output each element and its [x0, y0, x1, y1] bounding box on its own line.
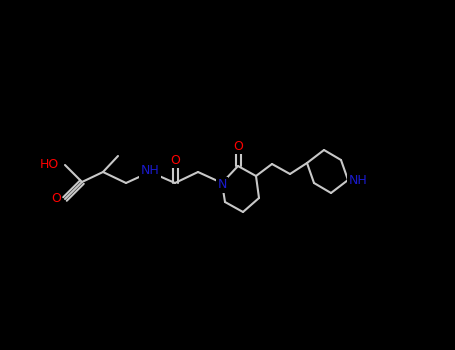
- Text: N: N: [217, 178, 227, 191]
- Text: NH: NH: [349, 174, 367, 187]
- Text: O: O: [233, 140, 243, 153]
- Text: O: O: [170, 154, 180, 167]
- Text: NH: NH: [141, 164, 159, 177]
- Text: HO: HO: [40, 159, 59, 172]
- Text: O: O: [51, 193, 61, 205]
